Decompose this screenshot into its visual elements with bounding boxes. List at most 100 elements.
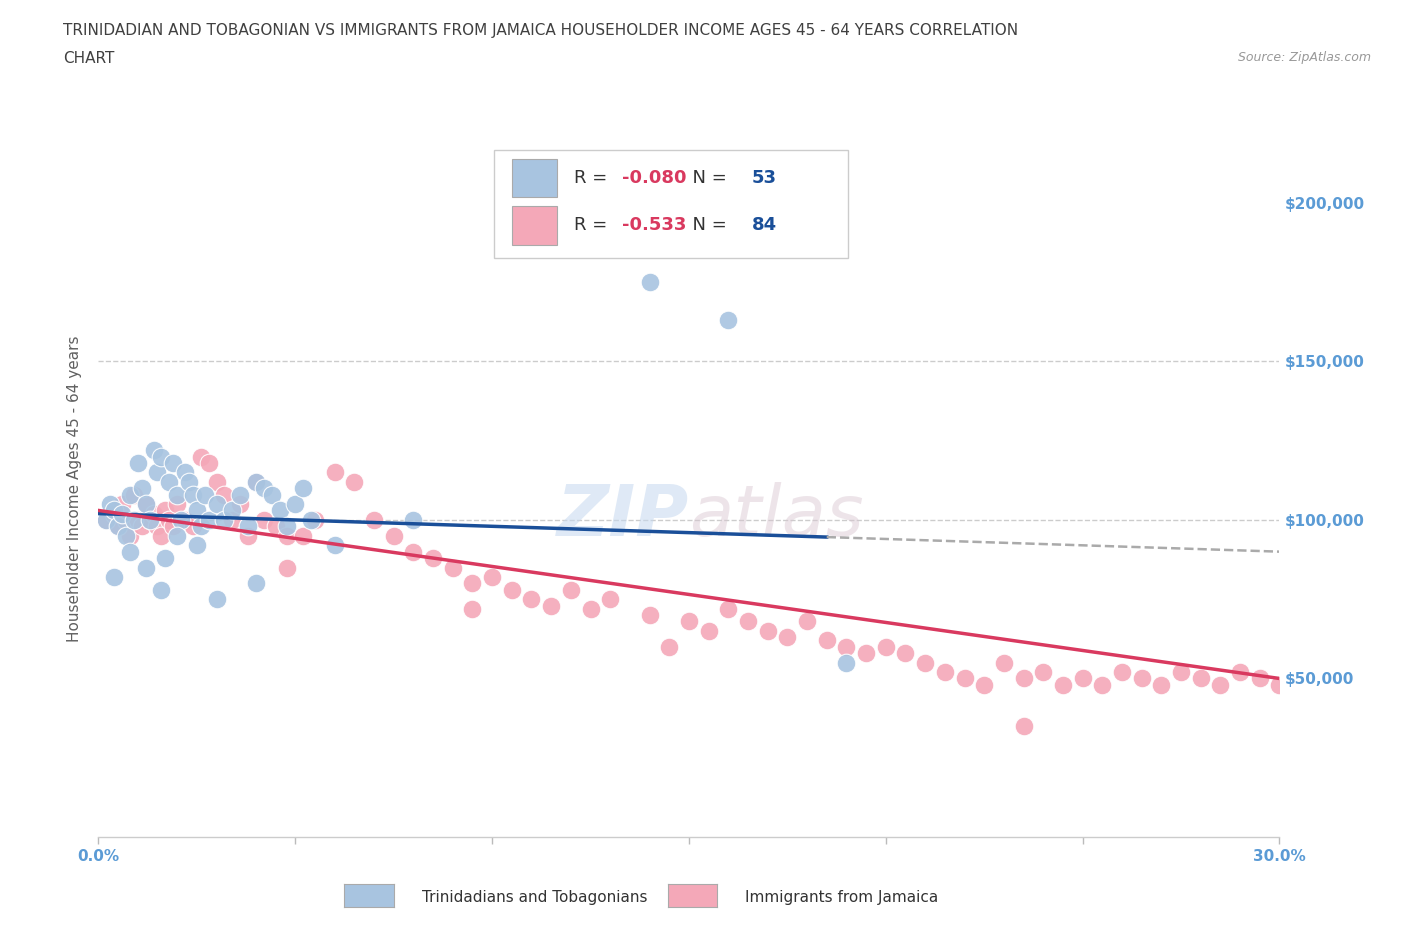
Point (1209, 677, 1232, 692)
Point (186, 503, 208, 518)
Point (1130, 671, 1153, 686)
Point (658, 639, 681, 654)
Text: Source: ZipAtlas.com: Source: ZipAtlas.com (1237, 51, 1371, 64)
Text: TRINIDADIAN AND TOBAGONIAN VS IMMIGRANTS FROM JAMAICA HOUSEHOLDER INCOME AGES 45: TRINIDADIAN AND TOBAGONIAN VS IMMIGRANTS… (63, 23, 1018, 38)
Point (796, 614, 818, 629)
Text: R =: R = (575, 169, 613, 187)
Point (269, 503, 291, 518)
Point (111, 497, 134, 512)
Point (135, 497, 157, 512)
Point (284, 497, 307, 512)
Point (599, 591, 621, 606)
Point (264, 519, 287, 534)
Y-axis label: Householder Income Ages 45 - 64 years: Householder Income Ages 45 - 64 years (67, 335, 83, 642)
Point (98, 497, 121, 512)
Point (1032, 665, 1054, 680)
Point (304, 512, 326, 527)
Point (461, 576, 484, 591)
Point (194, 487, 217, 502)
Point (122, 487, 145, 502)
Point (560, 582, 582, 597)
Point (737, 614, 759, 629)
Point (638, 607, 661, 622)
Point (638, 274, 661, 289)
Point (229, 497, 252, 512)
Point (166, 528, 188, 543)
Point (276, 560, 298, 575)
Point (245, 576, 267, 591)
Point (146, 465, 169, 480)
Text: Immigrants from Jamaica: Immigrants from Jamaica (745, 890, 938, 905)
Point (146, 519, 169, 534)
Point (540, 598, 562, 613)
Point (1229, 665, 1251, 680)
Point (214, 512, 236, 527)
Point (776, 630, 799, 644)
Point (135, 497, 157, 512)
Point (1268, 677, 1291, 692)
Text: ZIP: ZIP (557, 482, 689, 551)
Point (127, 456, 149, 471)
Point (131, 519, 153, 534)
Point (245, 474, 267, 489)
Point (835, 639, 858, 654)
Point (115, 512, 138, 527)
Point (1249, 671, 1271, 686)
Point (150, 582, 173, 597)
Text: Trinidadians and Tobagonians: Trinidadians and Tobagonians (422, 890, 647, 905)
Point (150, 449, 173, 464)
Point (993, 656, 1015, 671)
Point (323, 538, 346, 552)
Point (186, 538, 208, 552)
Point (166, 487, 188, 502)
Point (229, 487, 252, 502)
Point (118, 544, 141, 559)
Point (953, 671, 976, 686)
Point (236, 528, 259, 543)
Point (253, 481, 276, 496)
Point (135, 560, 157, 575)
Point (579, 602, 602, 617)
Point (422, 551, 444, 565)
Point (815, 633, 838, 648)
Point (138, 512, 160, 527)
Point (501, 582, 523, 597)
Point (461, 602, 484, 617)
Text: N =: N = (681, 169, 733, 187)
Point (96, 512, 118, 527)
Text: 84: 84 (752, 217, 776, 234)
Point (162, 456, 184, 471)
Text: CHART: CHART (63, 51, 115, 66)
Point (205, 474, 228, 489)
Point (934, 665, 956, 680)
Point (96, 512, 118, 527)
Point (1170, 665, 1192, 680)
Point (103, 503, 125, 518)
Point (155, 503, 177, 518)
Point (343, 474, 366, 489)
Point (155, 551, 177, 565)
Point (678, 614, 700, 629)
Point (520, 591, 543, 606)
Point (323, 465, 346, 480)
Point (402, 512, 425, 527)
Point (363, 512, 385, 527)
Point (107, 519, 129, 534)
Point (197, 512, 219, 527)
Bar (512, 206, 557, 245)
Point (205, 591, 228, 606)
Point (835, 656, 858, 671)
Bar (494, 150, 848, 259)
Point (253, 512, 276, 527)
Point (157, 474, 180, 489)
Point (190, 519, 212, 534)
Text: -0.080: -0.080 (621, 169, 686, 187)
Point (441, 560, 464, 575)
Point (382, 528, 405, 543)
Point (107, 519, 129, 534)
Point (122, 512, 145, 527)
Point (142, 506, 165, 521)
Point (756, 623, 779, 638)
Point (142, 443, 165, 458)
Point (131, 481, 153, 496)
